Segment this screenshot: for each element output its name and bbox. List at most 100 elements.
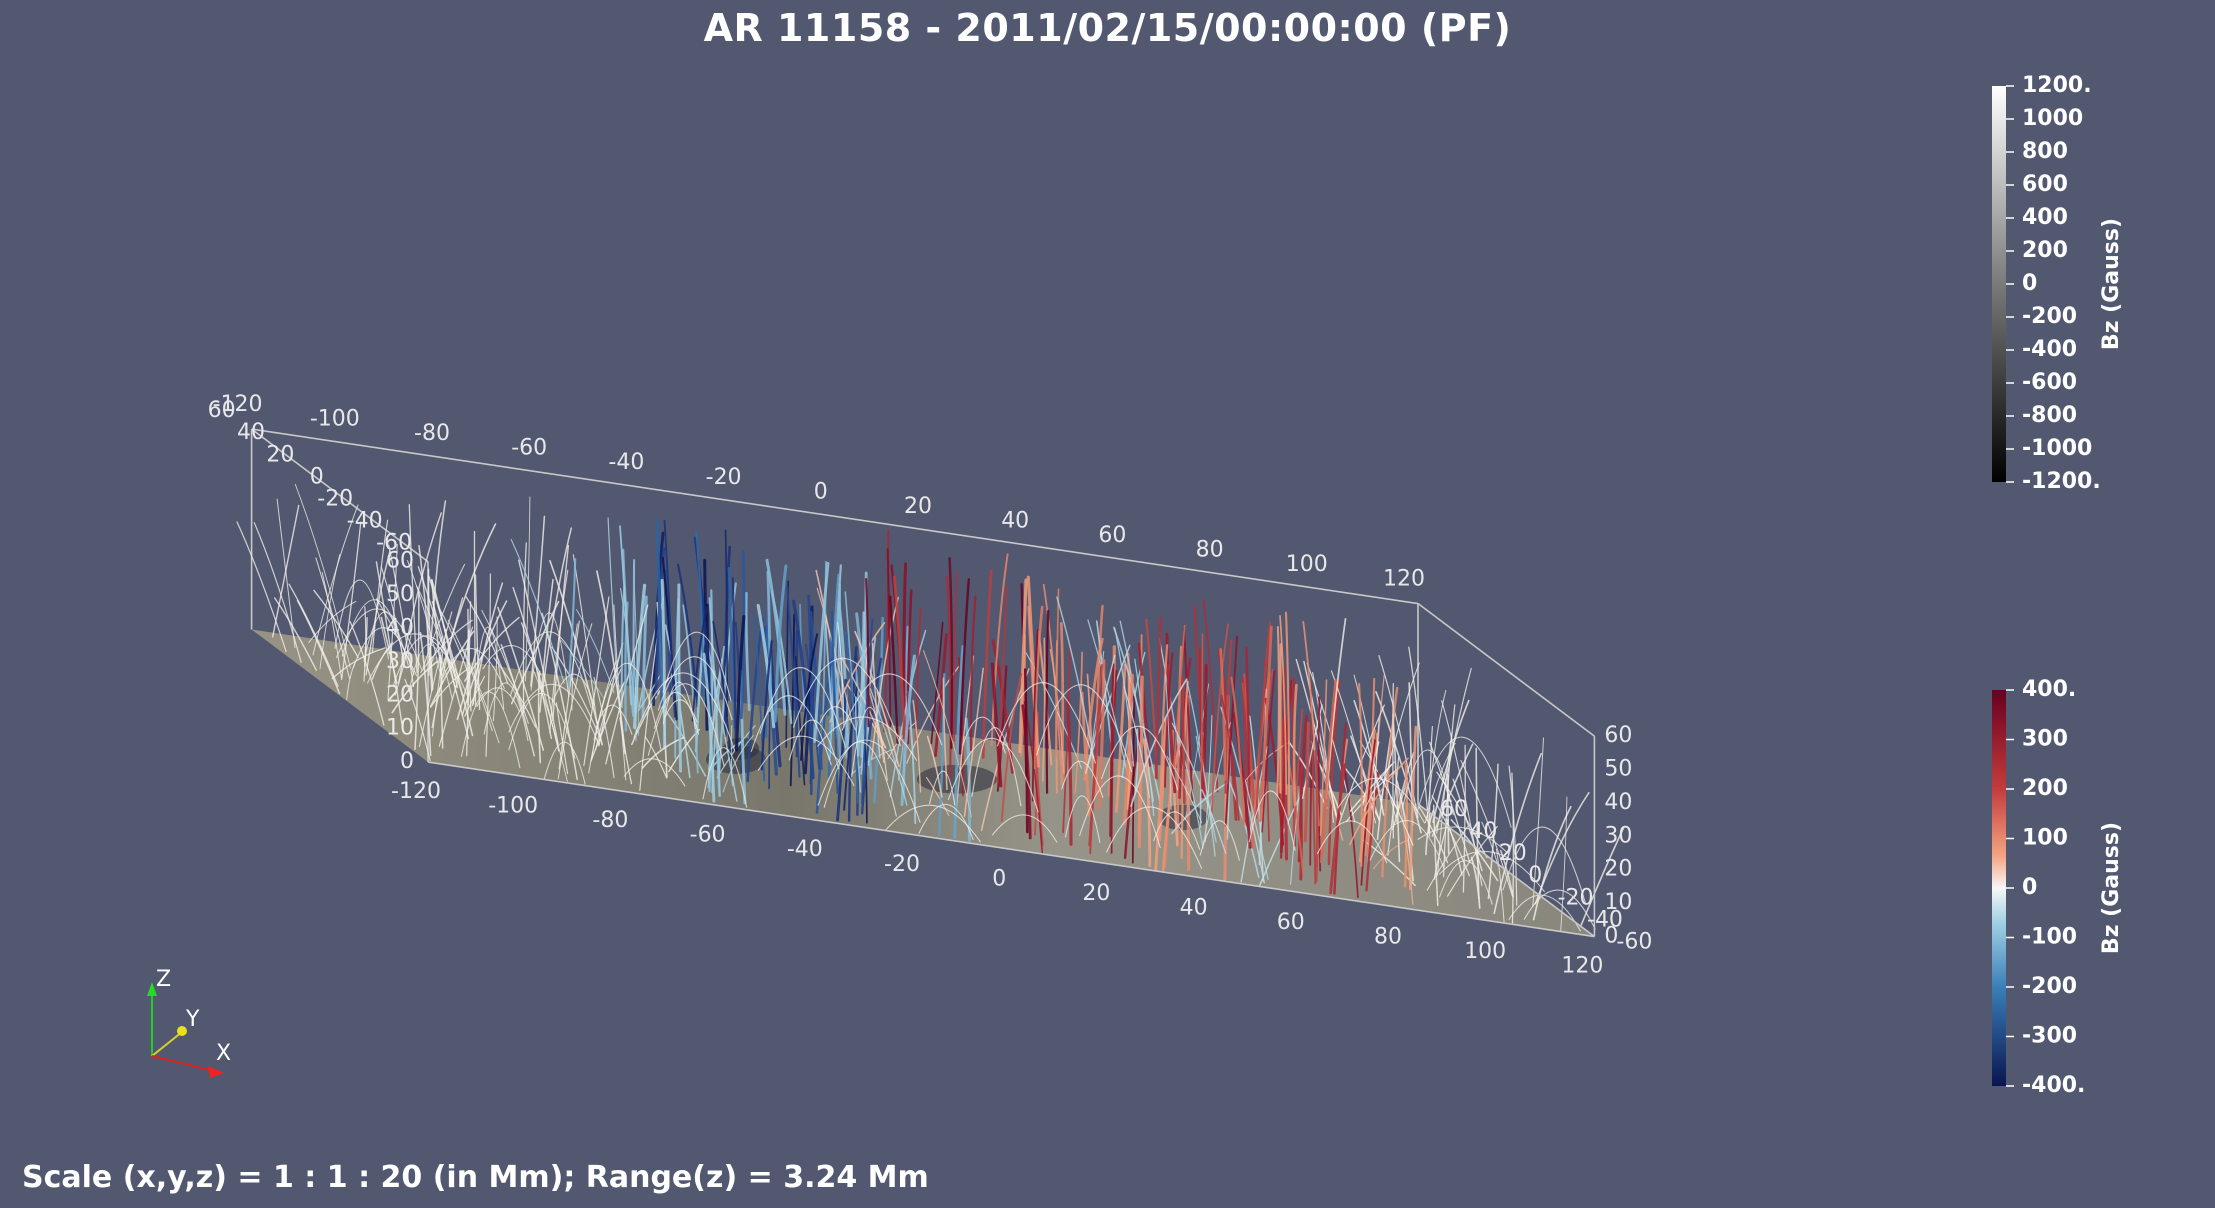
field-line bbox=[1171, 781, 1230, 835]
colorbar-tick-label: 0 bbox=[2022, 875, 2037, 900]
field-line bbox=[1245, 646, 1251, 812]
z-tick-left: 50 bbox=[386, 582, 414, 607]
field-loop bbox=[366, 633, 470, 699]
field-line bbox=[481, 609, 529, 724]
field-loop bbox=[460, 691, 521, 769]
field-loop bbox=[1100, 725, 1179, 790]
x-tick-front: -60 bbox=[690, 823, 726, 848]
field-line bbox=[946, 575, 952, 779]
field-line bbox=[1481, 821, 1499, 867]
field-line bbox=[1348, 757, 1409, 846]
field-line bbox=[926, 735, 943, 798]
field-line bbox=[620, 585, 626, 709]
field-line bbox=[773, 564, 788, 723]
field-line bbox=[708, 589, 713, 793]
colorbar-tick-label: 1000 bbox=[2022, 106, 2083, 131]
z-tick-right: 40 bbox=[1604, 790, 1632, 815]
x-tick-front: 20 bbox=[1082, 881, 1110, 906]
field-line bbox=[349, 621, 385, 726]
field-loop bbox=[623, 758, 686, 787]
field-line bbox=[1470, 856, 1481, 909]
y-tick-left: -40 bbox=[347, 509, 383, 534]
field-line bbox=[1041, 637, 1046, 782]
field-loop bbox=[647, 683, 725, 767]
field-loop bbox=[1078, 775, 1161, 849]
field-line bbox=[619, 717, 633, 785]
field-line bbox=[886, 548, 892, 727]
field-line bbox=[837, 621, 845, 728]
field-line bbox=[1259, 625, 1273, 822]
colorbar-tick-label: -300 bbox=[2022, 1024, 2077, 1049]
y-tick-right: 60 bbox=[1440, 797, 1468, 822]
colorbar-tick-label: -400. bbox=[2022, 1073, 2085, 1098]
field-line bbox=[1026, 575, 1041, 768]
field-line bbox=[1452, 778, 1483, 872]
x-axis-arrow bbox=[208, 1066, 224, 1078]
field-line bbox=[664, 624, 691, 779]
field-line bbox=[1134, 728, 1139, 793]
x-tick-back: -80 bbox=[414, 421, 450, 446]
field-line bbox=[1074, 651, 1083, 794]
field-line bbox=[1018, 578, 1028, 754]
colorbar-1 bbox=[1992, 690, 2006, 1086]
field-loop bbox=[702, 747, 748, 808]
edge-right-top bbox=[1417, 602, 1595, 737]
field-line bbox=[809, 611, 823, 771]
field-line bbox=[854, 696, 862, 793]
x-tick-back: 40 bbox=[1001, 508, 1029, 533]
field-line bbox=[734, 615, 746, 752]
field-line bbox=[576, 609, 615, 694]
field-line bbox=[375, 598, 418, 677]
field-line bbox=[813, 561, 830, 743]
field-line bbox=[1062, 647, 1071, 834]
field-line bbox=[1182, 627, 1194, 802]
field-line bbox=[1329, 763, 1347, 895]
field-line bbox=[583, 596, 610, 766]
field-line bbox=[1045, 610, 1050, 794]
field-line bbox=[930, 621, 944, 745]
x-tick-front: 80 bbox=[1374, 925, 1402, 950]
field-loop bbox=[947, 737, 1039, 813]
field-line bbox=[1344, 767, 1380, 820]
field-line bbox=[1327, 679, 1341, 866]
y-tick-right: -40 bbox=[1587, 907, 1623, 932]
field-line bbox=[500, 644, 535, 757]
field-line bbox=[431, 601, 458, 694]
field-line bbox=[1493, 752, 1542, 915]
x-axis-line bbox=[151, 1055, 219, 1073]
field-line bbox=[871, 642, 881, 759]
colorbar-tick-label: 200 bbox=[2022, 776, 2068, 801]
field-line bbox=[933, 633, 948, 758]
colorbar-tick-label: 0 bbox=[2022, 271, 2037, 296]
colorbar-tick-label: -400 bbox=[2022, 337, 2077, 362]
field-loop bbox=[408, 643, 453, 700]
field-line bbox=[942, 677, 948, 791]
field-line bbox=[789, 613, 796, 787]
colorbar-tick-label: 800 bbox=[2022, 139, 2068, 164]
y-tick-left: -60 bbox=[376, 531, 412, 556]
field-line bbox=[1319, 679, 1337, 864]
field-line bbox=[497, 606, 545, 751]
field-line bbox=[1158, 644, 1169, 834]
field-line bbox=[462, 648, 500, 744]
field-loop bbox=[633, 672, 736, 751]
field-line bbox=[900, 654, 916, 806]
field-line bbox=[953, 645, 965, 839]
field-line bbox=[1428, 726, 1433, 837]
field-line bbox=[1292, 708, 1304, 835]
field-loop bbox=[653, 691, 700, 735]
field-line bbox=[1426, 826, 1468, 891]
field-line bbox=[418, 544, 433, 692]
field-line bbox=[463, 616, 520, 682]
field-line bbox=[1360, 739, 1376, 886]
field-line bbox=[419, 631, 432, 757]
field-line bbox=[1380, 662, 1420, 801]
field-line bbox=[1154, 617, 1162, 779]
field-loop bbox=[1508, 894, 1582, 932]
field-line bbox=[870, 596, 899, 760]
field-line bbox=[1131, 695, 1135, 864]
colorbar-label: Bz (Gauss) bbox=[2099, 218, 2124, 350]
field-line bbox=[1379, 775, 1414, 846]
field-line bbox=[1373, 839, 1408, 870]
